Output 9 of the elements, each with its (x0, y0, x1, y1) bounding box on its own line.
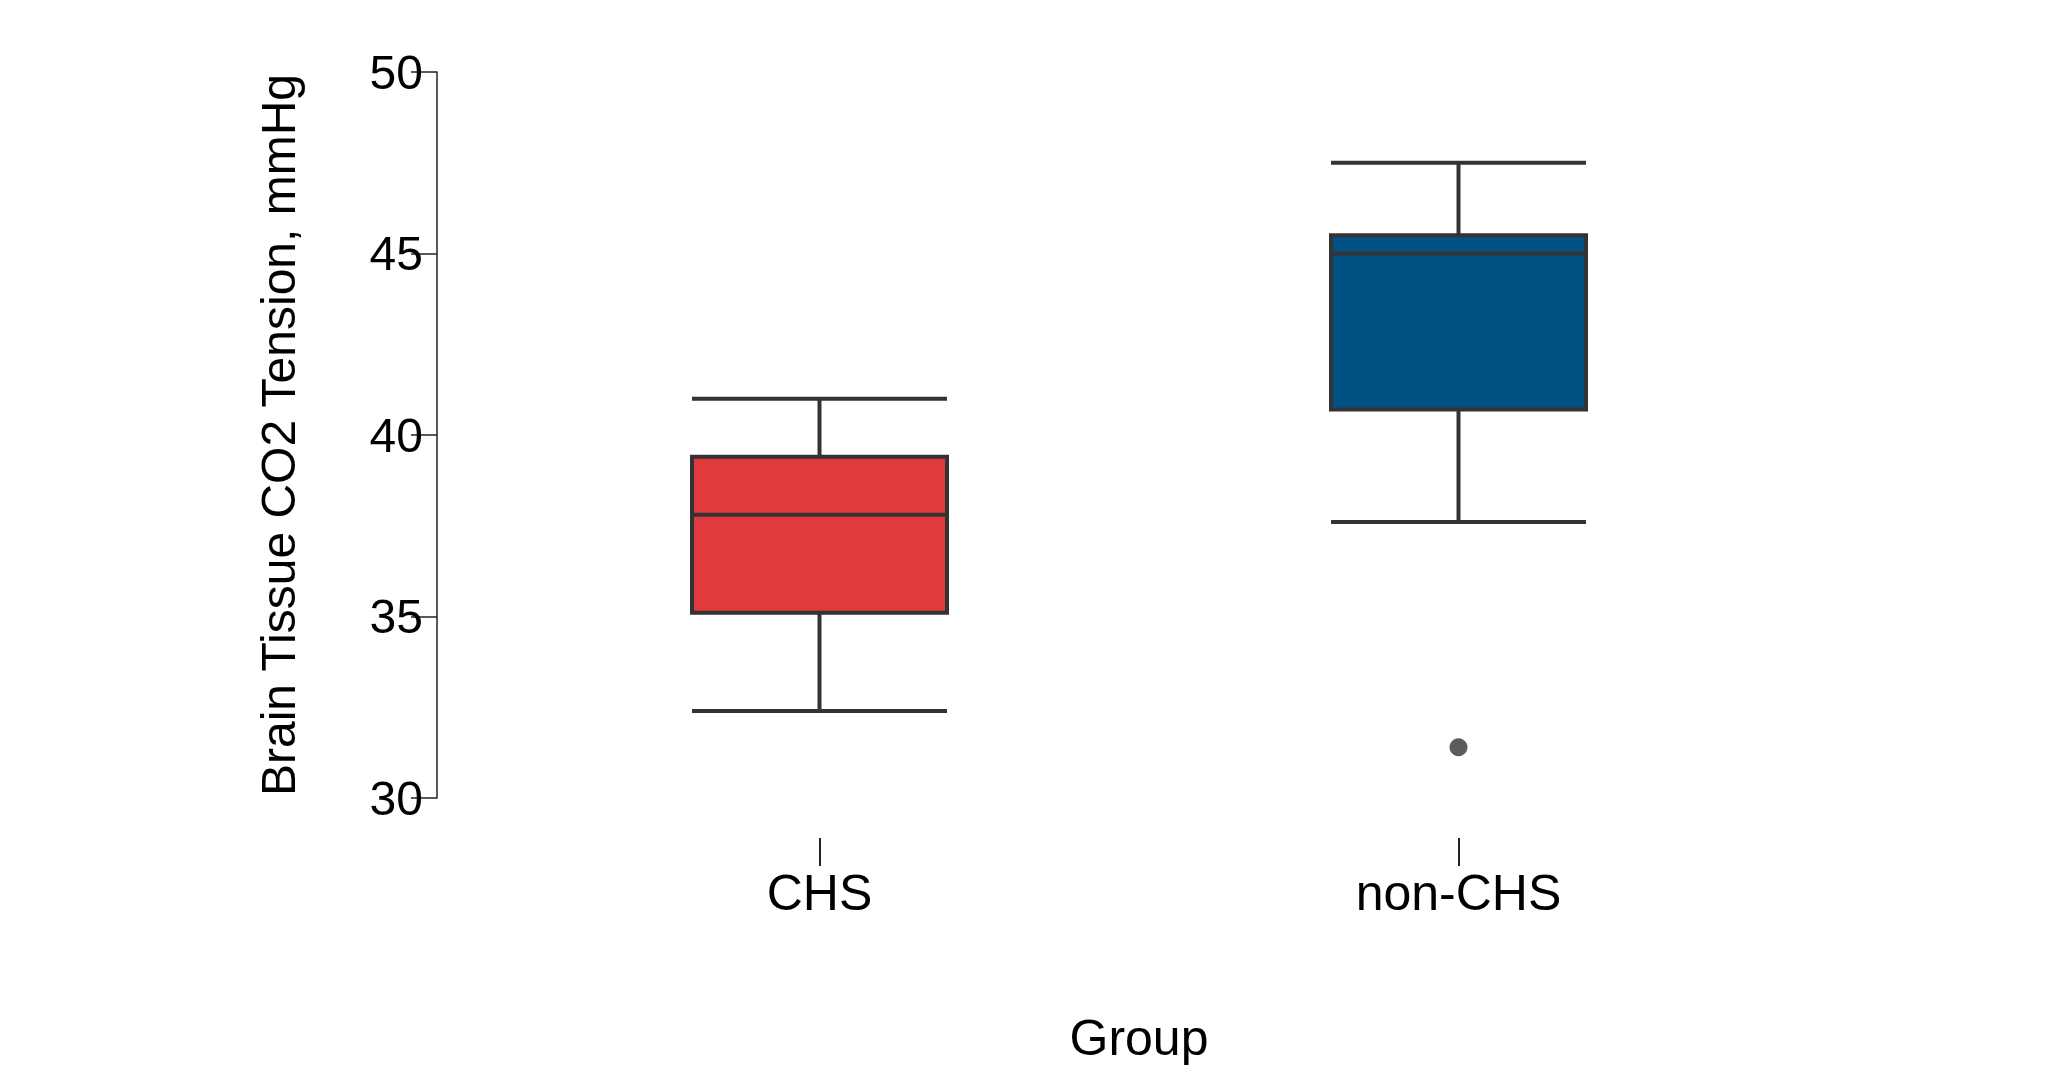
x-tick-label: non-CHS (1355, 865, 1562, 921)
y-tick-label: 30 (369, 771, 423, 825)
y-tick-label: 50 (369, 45, 423, 99)
y-tick-label: 45 (369, 227, 423, 280)
y-tick-label: 40 (369, 408, 423, 462)
y-axis-title: Brain Tissue CO2 Tension, mmHg (251, 73, 305, 797)
y-tick-label: 35 (369, 590, 423, 643)
x-axis-title: Group (1069, 1010, 1209, 1066)
x-tick-label: CHS (766, 865, 873, 921)
